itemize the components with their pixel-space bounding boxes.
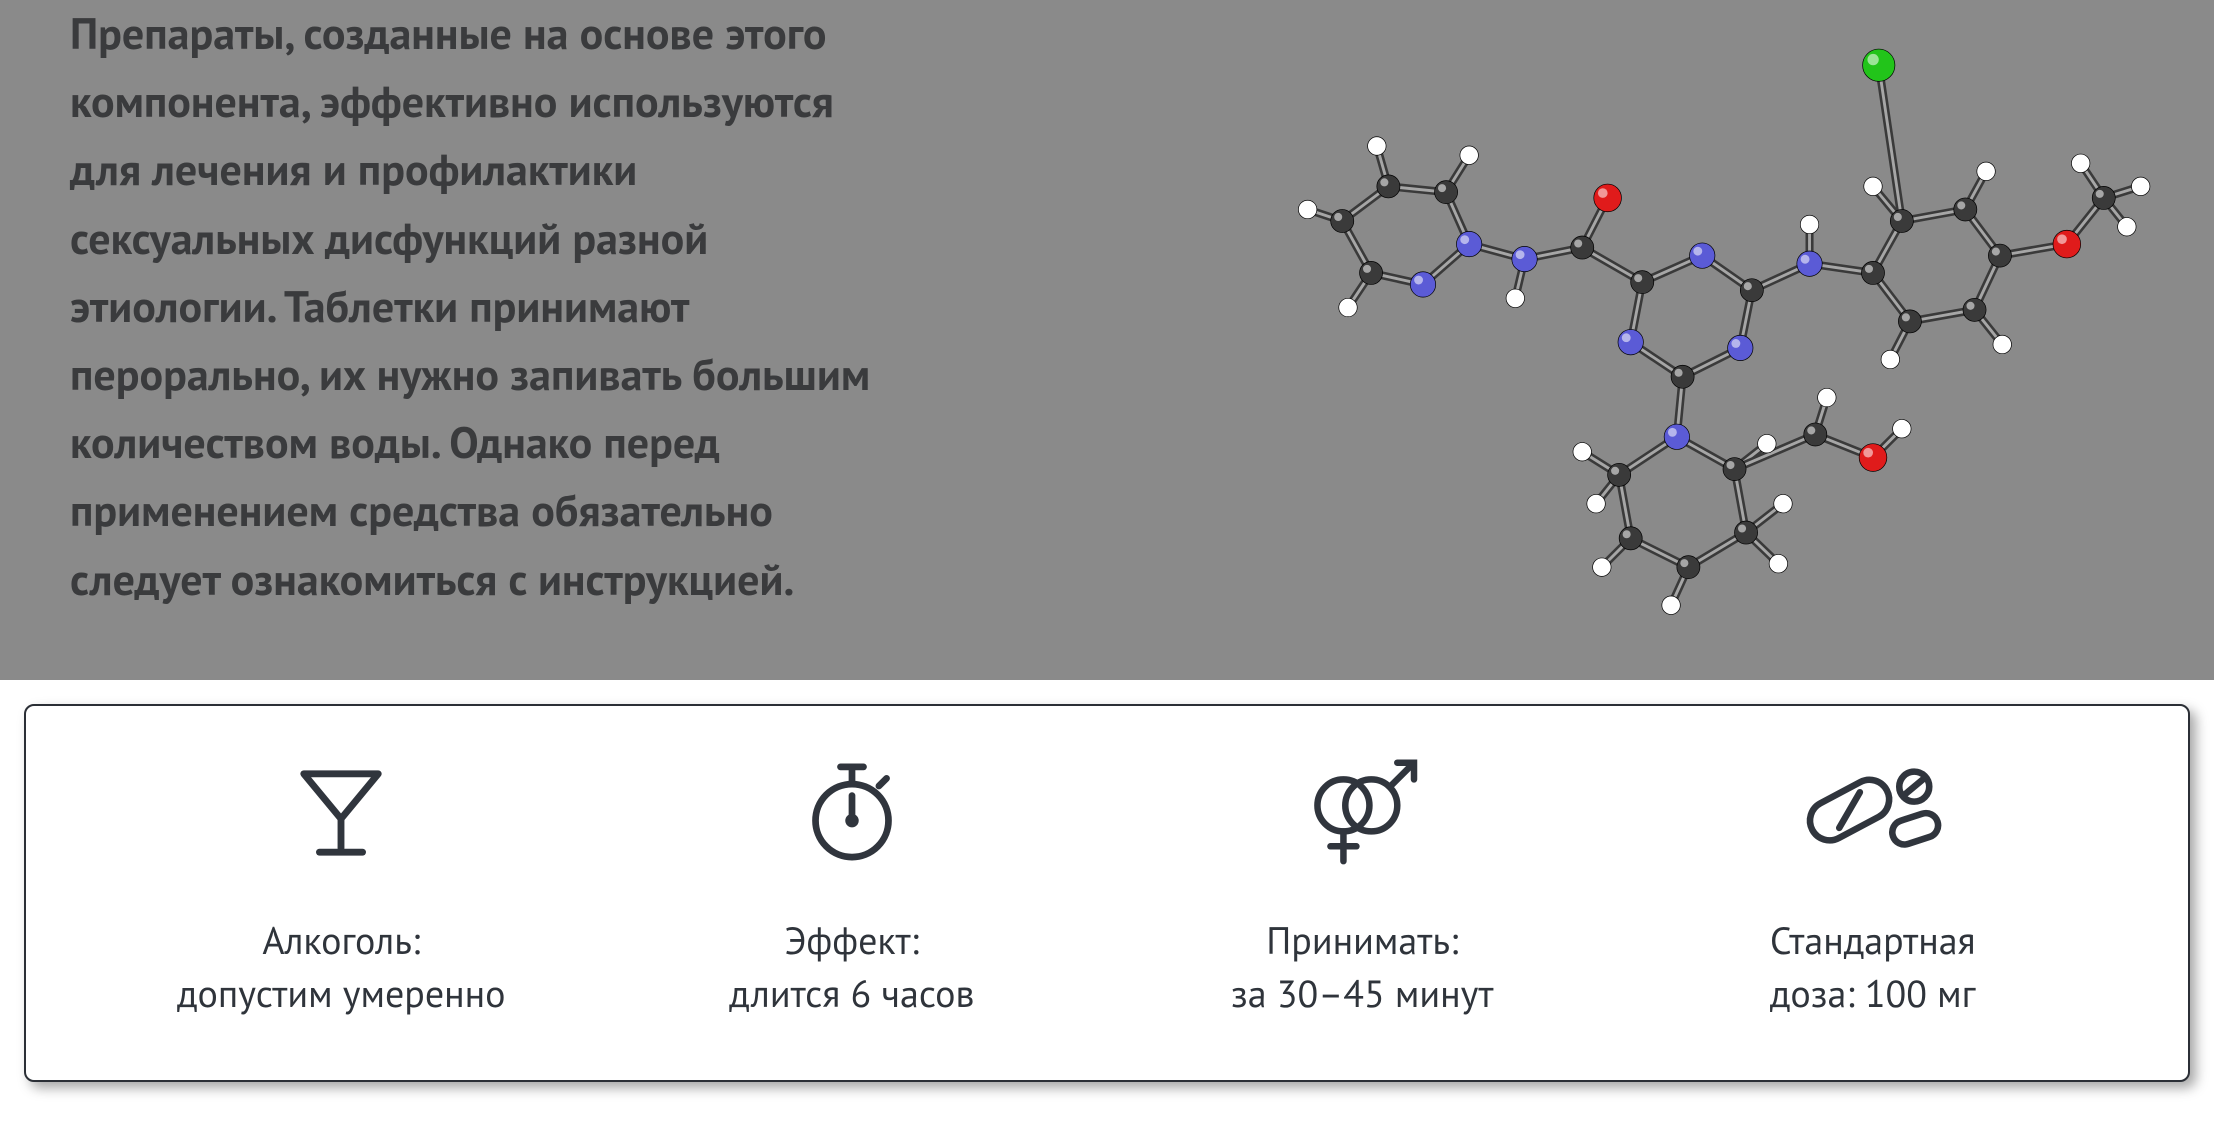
info-label: Принимать: за 30–45 минут (1231, 914, 1493, 1020)
info-item-stopwatch: Эффект: длится 6 часов (597, 756, 1108, 1020)
gender-symbols-icon (1297, 756, 1427, 866)
info-item-pills: Стандартная доза: 100 мг (1618, 756, 2129, 1020)
molecule-svg (1273, 0, 2173, 654)
info-item-cocktail-glass: Алкоголь: допустим умеренно (86, 756, 597, 1020)
hero-section: Препараты, созданные на основе этого ком… (0, 0, 2214, 680)
info-label: Стандартная доза: 100 мг (1770, 914, 1976, 1020)
pills-icon (1798, 756, 1948, 866)
info-label: Алкоголь: допустим умеренно (177, 914, 506, 1020)
molecule-illustration (1273, 0, 2173, 650)
cocktail-glass-icon (292, 756, 390, 866)
stopwatch-icon (804, 756, 900, 866)
description-paragraph: Препараты, созданные на основе этого ком… (70, 0, 1273, 614)
info-label: Эффект: длится 6 часов (729, 914, 974, 1020)
info-item-gender-symbols: Принимать: за 30–45 минут (1107, 756, 1618, 1020)
info-card: Алкоголь: допустим умеренно Эффект: длит… (24, 704, 2190, 1082)
